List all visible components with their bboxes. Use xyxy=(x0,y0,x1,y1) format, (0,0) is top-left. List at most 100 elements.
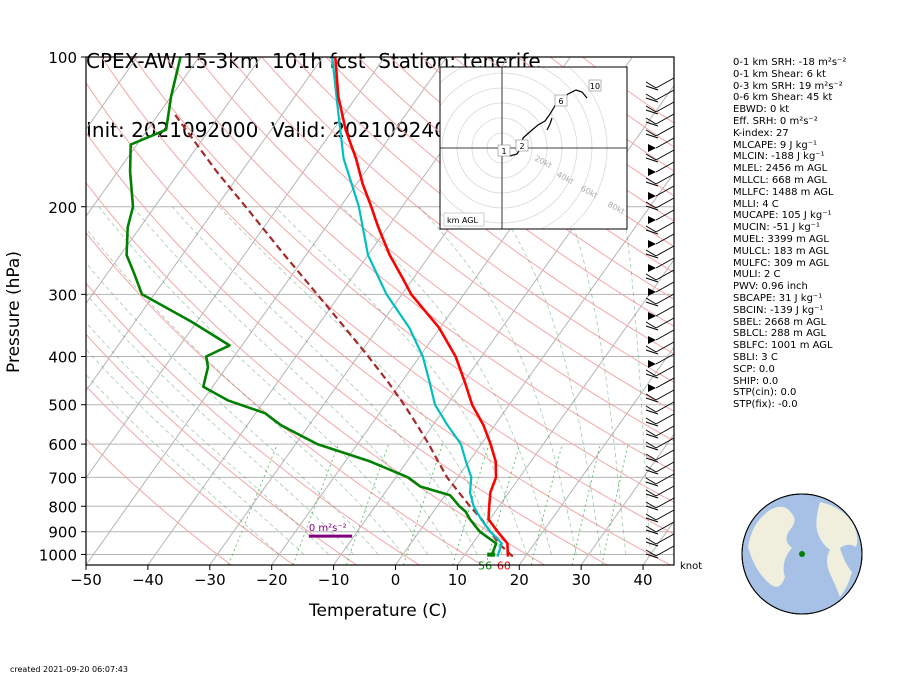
moist-adiabat xyxy=(132,206,453,555)
moist-adiabat xyxy=(172,206,478,555)
y-tick-label: 500 xyxy=(48,397,77,415)
created-timestamp: created 2021-09-20 06:07:43 xyxy=(10,665,128,674)
hodograph-height-label: 10 xyxy=(590,82,600,91)
wind-barbs xyxy=(645,77,675,559)
wind-barb xyxy=(645,485,675,499)
wind-barb xyxy=(645,461,675,475)
dry-adiabat xyxy=(86,282,420,565)
moist-adiabat xyxy=(566,206,627,555)
x-tick-label: −20 xyxy=(256,571,288,589)
parameter-line: STP(cin): 0.0 xyxy=(733,387,797,399)
parameter-line: MUCIN: -51 J kg⁻¹ xyxy=(733,222,820,234)
wind-barb xyxy=(645,365,675,379)
dry-adiabat xyxy=(86,438,232,565)
parameter-line: SBEL: 2668 m AGL xyxy=(733,316,827,328)
dry-adiabat xyxy=(325,57,674,327)
isotherm-line xyxy=(518,346,674,565)
temperature-line xyxy=(334,57,510,557)
wind-barb xyxy=(645,149,675,163)
parameter-line: SBLFC: 1001 m AGL xyxy=(733,340,833,352)
moist-adiabat xyxy=(418,206,577,555)
location-globe xyxy=(741,493,863,615)
dry-adiabat xyxy=(261,57,674,383)
dry-adiabat xyxy=(86,181,545,565)
mixing-ratio-line xyxy=(530,443,563,565)
isotherm-line xyxy=(86,57,324,392)
profile-lines xyxy=(125,57,514,558)
moist-adiabat xyxy=(86,262,379,555)
hodograph-unit-label: km AGL xyxy=(447,216,479,225)
wind-barb xyxy=(645,497,675,511)
annotations: 0 m²s⁻² 56 60 xyxy=(308,523,511,573)
x-tick-label: 30 xyxy=(572,571,591,589)
sounding-parameters: 0-1 km SRH: -18 m²s⁻² 0-1 km Shear: 6 kt 0… xyxy=(733,57,846,411)
hodograph-trace xyxy=(503,89,588,157)
background-lines xyxy=(86,57,674,565)
parameter-line: EBWD: 0 kt xyxy=(733,104,790,116)
wind-barb xyxy=(648,209,675,224)
wind-barb xyxy=(648,161,675,176)
parameter-line: MLCAPE: 9 J kg⁻¹ xyxy=(733,139,818,151)
wind-barb xyxy=(645,437,675,451)
parameter-line: SBCIN: -139 J kg⁻¹ xyxy=(733,304,824,316)
mixing-ratio-line xyxy=(571,443,601,565)
axes: −50 −40 −30 −20 −10 0 10 20 30 40 100 200 300 400 500 6… xyxy=(39,49,653,589)
wind-barb xyxy=(645,101,675,115)
dry-adiabat xyxy=(86,231,483,565)
wind-barb xyxy=(645,245,675,259)
y-tick-label: 900 xyxy=(48,524,77,542)
isotherm-line xyxy=(86,57,386,479)
wind-barb xyxy=(645,197,675,211)
wind-barb xyxy=(645,221,675,235)
y-tick-label: 300 xyxy=(48,286,77,304)
parameter-line: SCP: 0.0 xyxy=(733,363,775,375)
parameter-line: MULCL: 183 m AGL xyxy=(733,245,829,257)
x-tick-label: −40 xyxy=(132,571,164,589)
parameter-line: Eff. SRH: 0 m²s⁻² xyxy=(733,115,818,127)
x-tick-label: −30 xyxy=(194,571,226,589)
x-tick-label: 20 xyxy=(510,571,529,589)
parameter-line: MLLCL: 668 m AGL xyxy=(733,174,828,186)
moist-adiabat xyxy=(218,206,503,555)
srh-bar-label: 0 m²s⁻² xyxy=(309,523,347,534)
mixing-ratio-line xyxy=(227,443,278,565)
moist-adiabat xyxy=(86,293,354,555)
dry-adiabat xyxy=(197,57,674,442)
parameter-line: SHIP: 0.0 xyxy=(733,375,779,387)
x-tick-label: 0 xyxy=(391,571,401,589)
parameter-line: 0-6 km Shear: 45 kt xyxy=(733,92,833,104)
dry-adiabat xyxy=(86,385,294,565)
y-tick-label: 200 xyxy=(48,199,77,217)
wind-barb xyxy=(648,377,675,392)
y-tick-label: 400 xyxy=(48,349,77,367)
wind-barb xyxy=(648,353,675,368)
wind-barb xyxy=(645,317,675,331)
parameter-line: PWV: 0.96 inch xyxy=(733,281,808,293)
surface-dewpoint-marker xyxy=(487,552,496,557)
moist-adiabat xyxy=(86,373,280,555)
dry-adiabat xyxy=(357,57,674,300)
moist-adiabat xyxy=(622,206,651,555)
parameter-line: MUCAPE: 105 J kg⁻¹ xyxy=(733,210,832,222)
moist-adiabat xyxy=(341,206,552,555)
station-marker xyxy=(799,551,805,557)
wind-barb xyxy=(648,305,675,320)
wind-barb xyxy=(648,185,675,200)
wind-barb xyxy=(645,173,675,187)
y-tick-label: 600 xyxy=(48,436,77,454)
parameter-line: MLLI: 4 C xyxy=(733,198,779,210)
hodograph-frame xyxy=(439,66,628,230)
parameter-line: 0-3 km SRH: 19 m²s⁻² xyxy=(733,80,843,92)
surface-temperature-label: 60 xyxy=(497,560,511,573)
globe-land-americas xyxy=(748,506,795,587)
wind-barb xyxy=(648,329,675,344)
globe-land-africa-europe xyxy=(816,502,858,597)
y-tick-label: 100 xyxy=(48,49,77,67)
parameter-line: MULFC: 309 m AGL xyxy=(733,257,829,269)
wind-barb xyxy=(645,413,675,427)
moist-adiabat xyxy=(86,227,404,555)
parcel-line xyxy=(173,113,514,558)
isotherm-line xyxy=(580,433,674,565)
dry-adiabat xyxy=(293,57,674,355)
